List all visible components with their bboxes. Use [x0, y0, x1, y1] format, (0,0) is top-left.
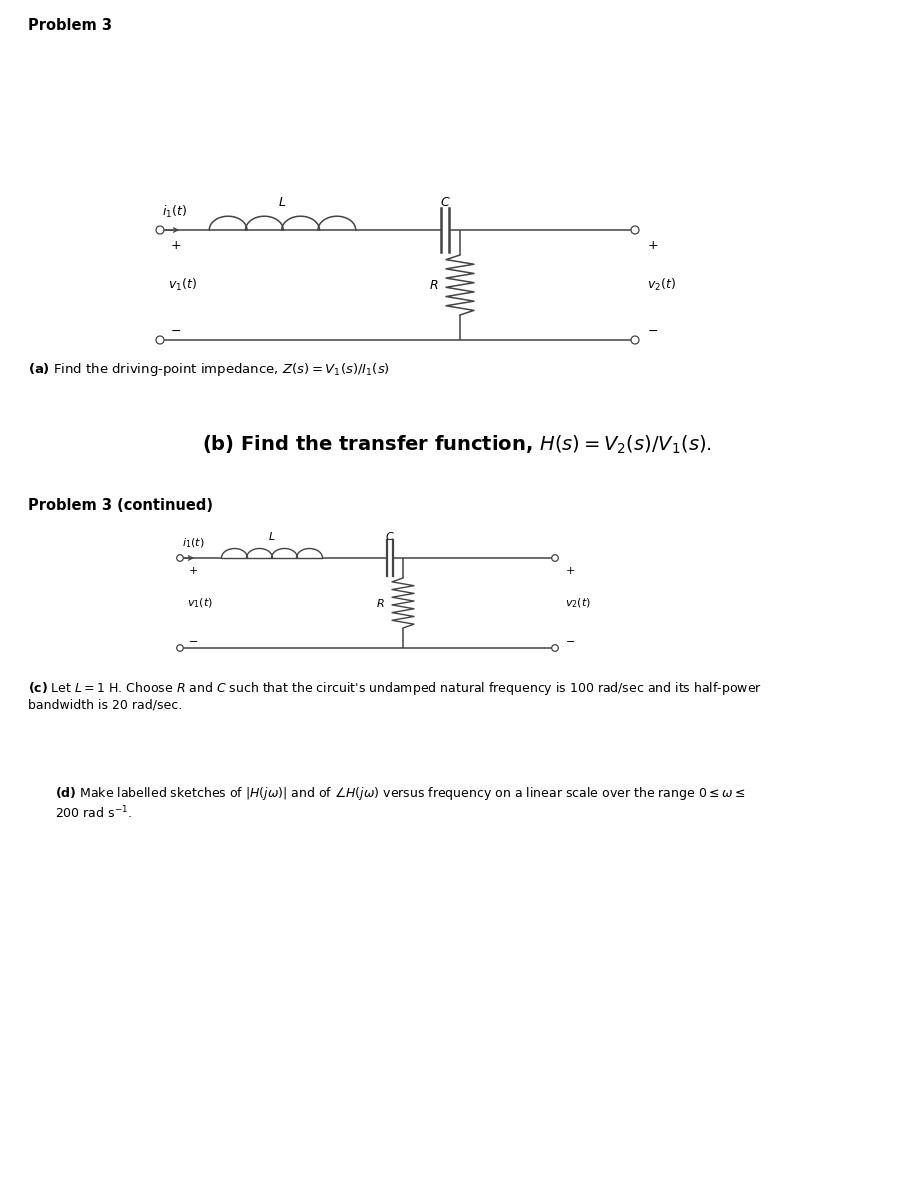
Text: Problem 3: Problem 3 [28, 18, 112, 32]
Text: $v_2(t)$: $v_2(t)$ [565, 596, 591, 610]
Circle shape [177, 554, 184, 562]
Circle shape [551, 644, 559, 652]
Text: $-$: $-$ [188, 635, 198, 646]
Circle shape [156, 226, 164, 234]
Text: $\mathbf{(b)}$ Find the transfer function, $H(s) = V_2(s)/V_1(s).$: $\mathbf{(b)}$ Find the transfer functio… [202, 434, 711, 456]
Text: $\mathbf{(c)}$ Let $L = 1$ H. Choose $R$ and $C$ such that the circuit's undampe: $\mathbf{(c)}$ Let $L = 1$ H. Choose $R$… [28, 680, 762, 712]
Text: $v_1(t)$: $v_1(t)$ [187, 596, 213, 610]
Circle shape [631, 336, 639, 344]
Text: $v_1(t)$: $v_1(t)$ [168, 277, 197, 293]
Text: $+$: $+$ [565, 564, 575, 576]
Text: $C$: $C$ [440, 196, 450, 209]
Circle shape [551, 554, 559, 562]
Text: $+$: $+$ [647, 239, 658, 252]
Text: $R$: $R$ [428, 278, 438, 292]
Circle shape [156, 336, 164, 344]
Text: $-$: $-$ [647, 324, 658, 336]
Text: $v_2(t)$: $v_2(t)$ [647, 277, 676, 293]
Text: $-$: $-$ [170, 324, 181, 336]
Text: $+$: $+$ [188, 564, 198, 576]
Text: $L$: $L$ [268, 530, 276, 542]
Circle shape [631, 226, 639, 234]
Text: $\mathbf{(d)}$ Make labelled sketches of $|H(j\omega)|$ and of $\angle H(j\omega: $\mathbf{(d)}$ Make labelled sketches of… [55, 785, 745, 821]
Text: $C$: $C$ [385, 530, 394, 542]
Text: $R$: $R$ [376, 596, 385, 608]
Text: $L$: $L$ [278, 196, 287, 209]
Text: $i_1(t)$: $i_1(t)$ [162, 204, 187, 220]
Text: $\mathbf{(a)}$ Find the driving-point impedance, $Z(s) = V_1(s)/I_1(s)$: $\mathbf{(a)}$ Find the driving-point im… [28, 361, 390, 378]
Text: $i_1(t)$: $i_1(t)$ [182, 536, 205, 550]
Text: Problem 3 (continued): Problem 3 (continued) [28, 498, 213, 512]
Text: $-$: $-$ [565, 635, 575, 646]
Text: $+$: $+$ [170, 239, 182, 252]
Circle shape [177, 644, 184, 652]
